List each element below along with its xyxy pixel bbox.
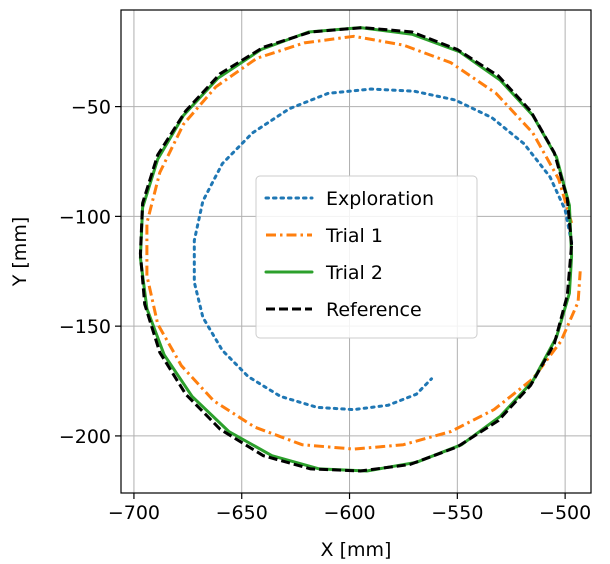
y-axis-label: Y [mm] (9, 217, 31, 288)
plot-series (138, 26, 582, 473)
series-line-exploration (192, 87, 574, 412)
series-line-trial-1 (145, 34, 582, 451)
x-tick-label: −650 (216, 502, 268, 524)
legend-label-exploration: Exploration (326, 188, 434, 210)
x-axis-label: X [mm] (321, 539, 392, 561)
x-tick-label: −500 (539, 502, 591, 524)
y-tick-label: −100 (59, 206, 111, 228)
legend-label-trial-2: Trial 2 (325, 262, 383, 284)
x-tick-label: −550 (431, 502, 483, 524)
legend: Exploration Trial 1 Trial 2 Reference (255, 175, 478, 339)
y-tick-label: −200 (59, 426, 111, 448)
x-tick-label: −600 (323, 502, 375, 524)
legend-label-trial-1: Trial 1 (325, 225, 383, 247)
y-tick-label: −50 (71, 97, 111, 119)
plot-frame (120, 9, 592, 494)
axis-ticks: −700 −650 −600 −550 −500 −50 −100 −150 −200 (59, 97, 591, 524)
y-tick-label: −150 (59, 316, 111, 338)
legend-box (255, 175, 478, 339)
x-tick-label: −700 (108, 502, 160, 524)
legend-label-reference: Reference (326, 299, 422, 321)
series-line-reference (138, 26, 574, 473)
